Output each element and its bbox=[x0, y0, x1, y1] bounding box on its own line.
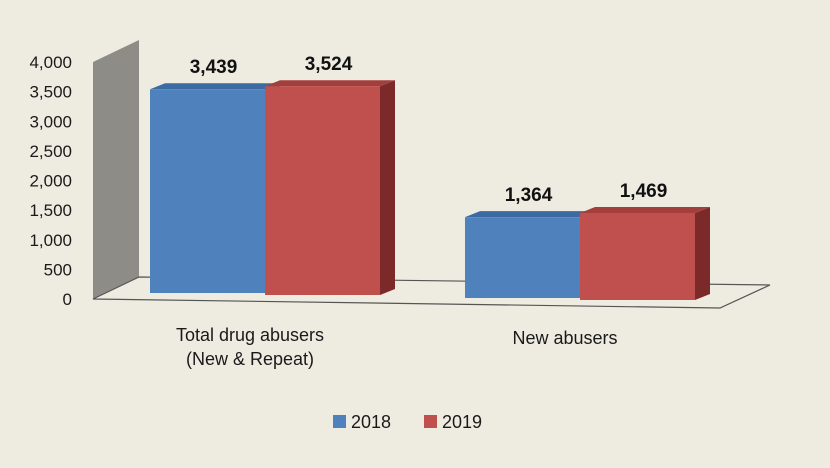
y-tick-label: 2,500 bbox=[29, 142, 72, 161]
data-label: 3,439 bbox=[190, 57, 238, 78]
bar-side bbox=[695, 206, 710, 300]
data-label: 1,469 bbox=[620, 181, 668, 202]
bar-front bbox=[150, 89, 265, 293]
legend-item-2019: 2019 bbox=[424, 412, 482, 432]
y-tick-label: 500 bbox=[44, 260, 72, 279]
legend-label: 2018 bbox=[351, 412, 391, 432]
chart-floor bbox=[92, 276, 771, 309]
bar-side bbox=[380, 80, 395, 295]
y-tick-label: 3,000 bbox=[29, 112, 72, 131]
bar-front bbox=[265, 86, 380, 295]
legend-label: 2019 bbox=[442, 412, 482, 432]
chart-back-wall bbox=[93, 40, 139, 299]
y-tick-label: 1,000 bbox=[29, 231, 72, 250]
data-label: 1,364 bbox=[505, 185, 553, 206]
y-tick-label: 3,500 bbox=[29, 83, 72, 102]
y-tick-label: 0 bbox=[63, 290, 72, 309]
y-tick-label: 2,000 bbox=[29, 172, 72, 191]
bar-front bbox=[580, 212, 695, 300]
bar-top bbox=[465, 211, 595, 218]
bar-2019-0 bbox=[265, 80, 395, 295]
bar-2019-1 bbox=[580, 206, 710, 300]
legend-swatch bbox=[424, 415, 437, 428]
category-label: (New & Repeat) bbox=[186, 349, 314, 369]
bar-top bbox=[150, 83, 280, 90]
bar-top bbox=[265, 80, 395, 87]
category-label: Total drug abusers bbox=[176, 325, 324, 345]
category-label: New abusers bbox=[512, 328, 617, 348]
bar-2018-1 bbox=[465, 211, 595, 298]
data-label: 3,524 bbox=[305, 54, 353, 75]
legend-swatch bbox=[333, 415, 346, 428]
bar-top bbox=[580, 206, 710, 213]
bar-2018-0 bbox=[150, 83, 280, 293]
legend-item-2018: 2018 bbox=[333, 412, 391, 432]
bar-front bbox=[465, 217, 580, 298]
y-tick-label: 4,000 bbox=[29, 53, 72, 72]
y-tick-label: 1,500 bbox=[29, 201, 72, 220]
